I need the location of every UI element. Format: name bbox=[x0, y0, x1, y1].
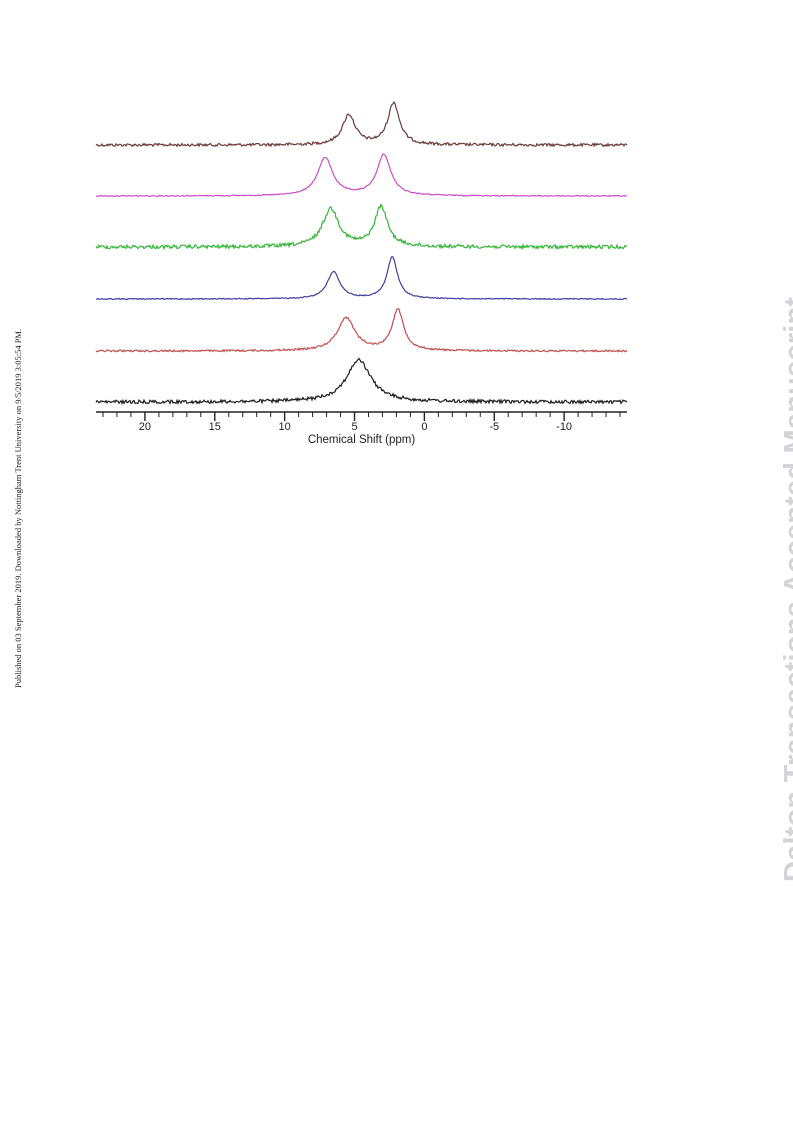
spectrum-trace-5 bbox=[95, 308, 628, 353]
spectrum-trace-3 bbox=[95, 203, 628, 251]
spectrum-trace-4 bbox=[95, 255, 628, 301]
tick-labels: 20 15 10 5 0 -5 -10 bbox=[139, 421, 572, 433]
major-ticks bbox=[144, 412, 565, 421]
tick-label: 10 bbox=[279, 421, 291, 433]
tick-label: 20 bbox=[139, 421, 151, 433]
tick-label: -5 bbox=[489, 421, 499, 433]
x-axis-label: Chemical Shift (ppm) bbox=[308, 434, 416, 446]
tick-label: 0 bbox=[421, 421, 427, 433]
spectrum-trace-1 bbox=[95, 100, 628, 148]
spectrum-trace-6 bbox=[95, 357, 628, 406]
spectrum-traces bbox=[95, 100, 628, 406]
spectrum-trace-2 bbox=[95, 153, 628, 198]
tick-label: 5 bbox=[351, 421, 357, 433]
tick-label: 15 bbox=[209, 421, 221, 433]
tick-label: -10 bbox=[556, 421, 572, 433]
minor-ticks bbox=[102, 412, 621, 417]
